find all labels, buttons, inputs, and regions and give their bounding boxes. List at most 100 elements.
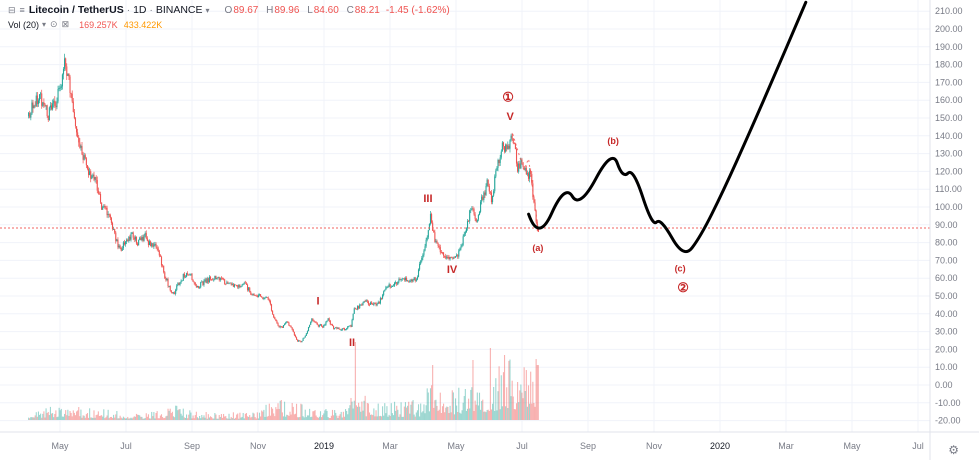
- candle: [423, 250, 425, 255]
- candle: [314, 321, 316, 323]
- candle: [42, 102, 44, 106]
- candle: [348, 325, 350, 327]
- close-icon[interactable]: ⊠: [61, 19, 70, 29]
- volume-bar: [164, 417, 166, 420]
- volume-bar: [79, 416, 81, 420]
- volume-bar: [117, 418, 119, 420]
- candle: [497, 159, 499, 168]
- candle: [323, 324, 325, 328]
- candle: [416, 276, 418, 280]
- wave-label[interactable]: V: [506, 111, 514, 123]
- candle: [318, 325, 320, 327]
- candle: [329, 321, 331, 325]
- collapse-icon[interactable]: ⊟: [8, 4, 16, 15]
- volume-bar: [480, 409, 482, 420]
- volume-bar: [481, 400, 483, 420]
- candle: [248, 287, 250, 291]
- time-tick-label: 2019: [314, 441, 334, 451]
- volume-bar: [379, 415, 381, 420]
- candle: [285, 322, 287, 324]
- candle: [534, 202, 536, 211]
- candle: [85, 158, 87, 166]
- eye-icon[interactable]: ⊙: [50, 19, 58, 29]
- candle: [362, 302, 364, 306]
- candle: [413, 277, 415, 280]
- menu-icon[interactable]: ≡: [19, 5, 25, 15]
- exchange-label[interactable]: BINANCE: [155, 4, 203, 16]
- candle: [114, 229, 116, 233]
- volume-bar: [74, 415, 77, 420]
- candle: [179, 282, 181, 285]
- volume-bar: [311, 416, 313, 420]
- volume-bar: [375, 410, 377, 420]
- candle: [69, 76, 71, 93]
- volume-bar: [233, 418, 236, 420]
- candle: [389, 284, 391, 288]
- candle: [237, 285, 239, 288]
- volume-bar: [69, 411, 71, 420]
- interval-selector[interactable]: 1D: [133, 4, 147, 16]
- volume-bar: [84, 417, 86, 420]
- volume-bar: [435, 399, 437, 420]
- chevron-down-icon[interactable]: ▾: [205, 5, 210, 15]
- volume-bar: [96, 414, 98, 420]
- symbol-title[interactable]: Litecoin / TetherUS: [28, 4, 124, 16]
- wave-label[interactable]: (c): [675, 263, 686, 273]
- volume-bar: [536, 365, 538, 420]
- volume-bar: [286, 414, 288, 420]
- volume-bar: [44, 417, 46, 420]
- volume-bar: [218, 415, 220, 420]
- candle: [347, 326, 349, 329]
- candle: [72, 101, 74, 112]
- volume-bar: [223, 413, 225, 420]
- candle: [158, 251, 160, 256]
- candle: [337, 327, 339, 329]
- volume-bar: [165, 416, 167, 420]
- candle: [119, 245, 121, 248]
- candle: [262, 297, 264, 299]
- volume-bar: [194, 415, 196, 420]
- volume-bar: [347, 414, 349, 420]
- candle: [461, 244, 463, 247]
- candle: [472, 208, 474, 210]
- time-tick-label: Nov: [646, 441, 663, 451]
- correction-guide-dotted[interactable]: [512, 133, 539, 232]
- time-tick-label: Mar: [382, 441, 398, 451]
- gear-icon[interactable]: ⚙: [948, 443, 959, 457]
- volume-bar: [290, 414, 292, 420]
- candle: [388, 284, 390, 287]
- wave-label[interactable]: ②: [677, 280, 689, 295]
- volume-bar: [520, 384, 522, 420]
- wave-label[interactable]: I: [317, 295, 320, 307]
- elliott-wave-projection-drawing[interactable]: [527, 0, 808, 254]
- volume-bar: [458, 387, 460, 420]
- wave-label[interactable]: III: [423, 193, 432, 205]
- wave-label[interactable]: IV: [447, 264, 458, 276]
- candle: [183, 273, 185, 278]
- candle: [219, 277, 221, 281]
- candle: [101, 202, 103, 210]
- candle: [311, 318, 313, 322]
- candle: [484, 192, 486, 195]
- wave-label[interactable]: (a): [532, 243, 543, 253]
- chevron-down-icon[interactable]: ▾: [42, 20, 47, 29]
- candle: [493, 191, 495, 196]
- volume-bar: [242, 412, 244, 420]
- volume-indicator-label[interactable]: Vol (20): [8, 19, 40, 30]
- candle: [32, 102, 34, 109]
- volume-bar: [432, 365, 434, 420]
- wave-label[interactable]: (b): [607, 136, 619, 146]
- candle: [471, 208, 473, 210]
- wave-label[interactable]: ①: [502, 89, 514, 104]
- price-axis[interactable]: 210.00 200.00 190.00 180.00 170.00 160.00 150.…: [930, 0, 979, 460]
- volume-bar: [527, 385, 530, 420]
- time-axis[interactable]: May Jul Sep Nov 2019 Mar May Jul Sep Nov 2020 Mar Ma…: [0, 432, 979, 460]
- price-tick-label: 60.00: [935, 273, 958, 283]
- candle: [34, 105, 36, 107]
- candle: [96, 180, 98, 191]
- wave-label[interactable]: II: [349, 337, 355, 349]
- volume-bar: [363, 400, 365, 420]
- volume-bar: [87, 417, 90, 420]
- candle: [383, 291, 385, 296]
